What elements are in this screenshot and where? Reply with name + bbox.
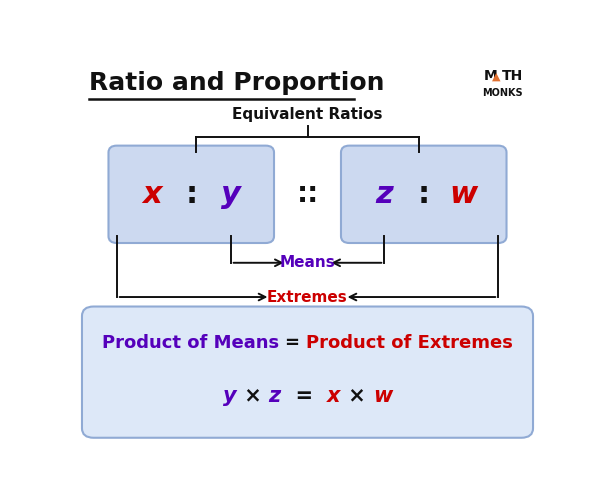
Text: :: : bbox=[418, 180, 430, 209]
Text: ▲: ▲ bbox=[491, 72, 500, 82]
Text: ×: × bbox=[341, 386, 373, 406]
Text: :: : bbox=[185, 180, 197, 209]
Text: M: M bbox=[484, 69, 498, 83]
Text: z: z bbox=[269, 386, 281, 406]
Text: ×: × bbox=[236, 386, 269, 406]
Text: Extremes: Extremes bbox=[267, 289, 348, 304]
Text: x: x bbox=[328, 386, 341, 406]
Text: y: y bbox=[223, 386, 236, 406]
Text: Product of Extremes: Product of Extremes bbox=[307, 333, 513, 352]
FancyBboxPatch shape bbox=[82, 306, 533, 438]
FancyBboxPatch shape bbox=[109, 146, 274, 243]
Text: x: x bbox=[142, 180, 161, 209]
Text: y: y bbox=[221, 180, 241, 209]
Text: Product of Means: Product of Means bbox=[102, 333, 285, 352]
Text: =: = bbox=[285, 333, 307, 352]
Text: Equivalent Ratios: Equivalent Ratios bbox=[232, 107, 383, 122]
Text: Ratio and Proportion: Ratio and Proportion bbox=[89, 71, 385, 95]
Text: z: z bbox=[376, 180, 393, 209]
Text: Means: Means bbox=[280, 255, 335, 270]
Text: TH: TH bbox=[502, 69, 523, 83]
Text: =: = bbox=[281, 386, 328, 406]
Text: MONKS: MONKS bbox=[482, 88, 523, 98]
FancyBboxPatch shape bbox=[341, 146, 506, 243]
Text: ::: :: bbox=[296, 180, 319, 208]
Text: w: w bbox=[449, 180, 478, 209]
Text: w: w bbox=[373, 386, 392, 406]
